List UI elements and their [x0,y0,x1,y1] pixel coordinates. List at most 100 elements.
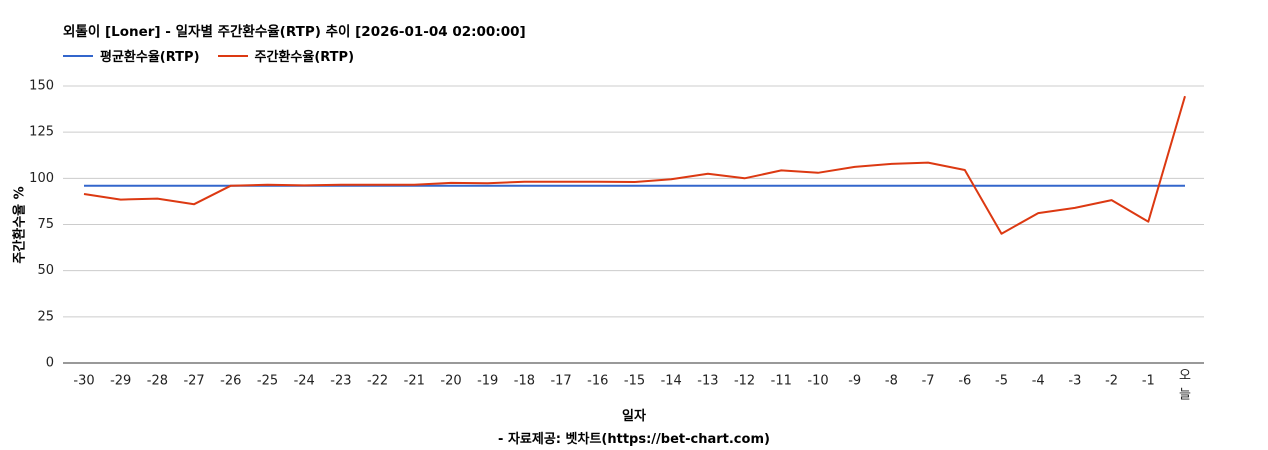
x-tick-label: -25 [257,374,278,389]
weekly-data-point[interactable] [778,167,784,173]
weekly-data-point[interactable] [815,170,821,176]
weekly-data-point[interactable] [154,196,160,202]
x-tick-label: -29 [110,374,131,389]
weekly-data-point[interactable] [1182,93,1188,99]
x-tick-label: -10 [807,374,828,389]
average-data-point[interactable] [1145,183,1151,189]
average-data-point[interactable] [815,183,821,189]
average-data-point[interactable] [778,183,784,189]
weekly-data-point[interactable] [595,179,601,185]
x-tick-label: -18 [514,374,535,389]
x-tick-label: -17 [550,374,571,389]
average-data-point[interactable] [1182,183,1188,189]
weekly-data-point[interactable] [999,231,1005,237]
legend-swatch-weekly [217,54,248,57]
series-lines [81,93,1188,237]
y-tick-label: 0 [46,356,54,371]
weekly-data-point[interactable] [301,182,307,188]
y-tick-label: 150 [29,79,54,94]
x-tick-label: -15 [624,374,645,389]
average-data-point[interactable] [852,183,858,189]
chart-title: 외톨이 [Loner] - 일자별 주간환수율(RTP) 추이 [2026-01… [63,24,526,40]
x-tick-label: -22 [367,374,388,389]
x-tick-label: -26 [220,374,241,389]
x-tick-label: -11 [771,374,792,389]
legend-item-weekly[interactable]: 주간환수율(RTP) [217,46,355,65]
x-tick-label: -3 [1068,374,1081,389]
weekly-data-point[interactable] [668,176,674,182]
average-data-point[interactable] [742,183,748,189]
y-tick-label: 125 [29,125,54,140]
weekly-data-point[interactable] [338,182,344,188]
average-data-point[interactable] [1109,183,1115,189]
x-tick-label: -9 [848,374,861,389]
average-data-point[interactable] [191,183,197,189]
average-data-point[interactable] [1035,183,1041,189]
x-tick-label: -2 [1105,374,1118,389]
x-tick-label: -13 [697,374,718,389]
x-tick-label-char: 늘 [1179,388,1191,403]
y-tick-label: 25 [37,309,54,324]
weekly-data-point[interactable] [852,164,858,170]
weekly-data-point[interactable] [375,182,381,188]
x-tick-label: -23 [330,374,351,389]
weekly-data-point[interactable] [411,182,417,188]
y-axis-ticks: 0 25 50 75 100 125 150 [29,79,54,371]
weekly-data-point[interactable] [1035,210,1041,216]
weekly-data-point[interactable] [1109,197,1115,203]
x-tick-label: -20 [440,374,461,389]
x-tick-label: -5 [995,374,1008,389]
series-line-weekly [83,95,1186,235]
y-tick-label: 75 [37,217,54,232]
weekly-data-point[interactable] [191,201,197,207]
legend-swatch-average [63,54,93,57]
average-data-point[interactable] [668,183,674,189]
average-data-point[interactable] [999,183,1005,189]
x-tick-label: -12 [734,374,755,389]
legend-label-average: 평균환수율(RTP) [100,50,200,65]
weekly-data-point[interactable] [265,182,271,188]
weekly-data-point[interactable] [632,179,638,185]
y-tick-label: 50 [37,263,54,278]
legend-item-average[interactable]: 평균환수율(RTP) [63,46,200,65]
weekly-data-point[interactable] [448,180,454,186]
average-data-point[interactable] [962,183,968,189]
x-tick-label: -6 [958,374,971,389]
weekly-data-point[interactable] [705,171,711,177]
x-tick-label: -14 [661,374,682,389]
weekly-data-point[interactable] [81,191,87,197]
average-data-point[interactable] [925,183,931,189]
x-tick-label: -27 [183,374,204,389]
weekly-data-point[interactable] [925,160,931,166]
weekly-data-point[interactable] [485,180,491,186]
average-data-point[interactable] [154,183,160,189]
x-tick-label: -21 [404,374,425,389]
average-data-point[interactable] [705,183,711,189]
weekly-data-point[interactable] [228,183,234,189]
x-tick-label: -24 [294,374,315,389]
average-data-point[interactable] [1072,183,1078,189]
average-data-point[interactable] [888,183,894,189]
weekly-data-point[interactable] [962,167,968,173]
weekly-data-point[interactable] [118,197,124,203]
x-tick-label: -30 [73,374,94,389]
weekly-data-point[interactable] [558,179,564,185]
x-axis-title: 일자 [622,409,646,424]
weekly-data-point[interactable] [742,175,748,181]
y-axis-title: 주간환수율 % [12,186,28,263]
x-tick-label-char: 오 [1179,369,1191,384]
x-tick-label: -1 [1142,374,1155,389]
weekly-data-point[interactable] [888,161,894,167]
average-data-point[interactable] [81,183,87,189]
weekly-data-point[interactable] [521,179,527,185]
x-tick-label: -16 [587,374,608,389]
x-axis-ticks: -30 -29 -28 -27 -26 -25 -24 -23 -22 -21 -20 -19 -18-… [73,369,1191,403]
x-tick-label: -4 [1032,374,1045,389]
weekly-data-point[interactable] [1145,219,1151,225]
y-tick-label: 100 [29,171,54,186]
x-tick-label: -8 [885,374,898,389]
x-tick-label: -19 [477,374,498,389]
average-data-point[interactable] [118,183,124,189]
weekly-data-point[interactable] [1072,205,1078,211]
legend-label-weekly: 주간환수율(RTP) [254,50,355,65]
